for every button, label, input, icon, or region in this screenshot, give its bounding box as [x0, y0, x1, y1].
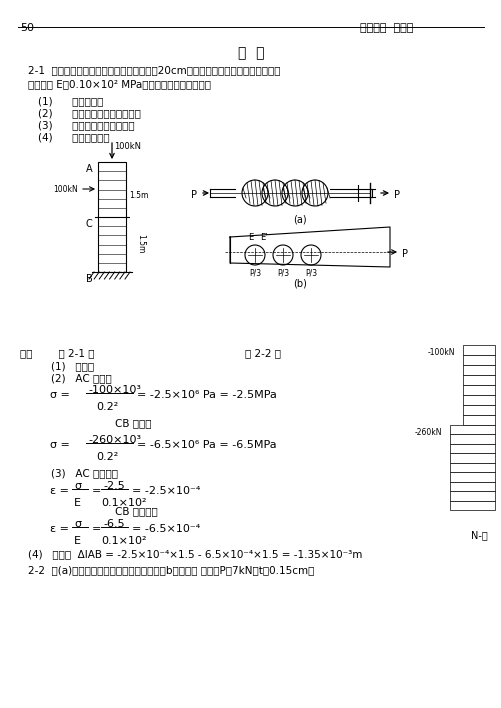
Bar [449, 491, 494, 501]
Text: E': E' [260, 233, 267, 242]
Text: 50: 50 [20, 23, 34, 33]
Text: 第十一章  能量法: 第十一章 能量法 [359, 23, 412, 33]
Text: 2-1  一木柱受力如图示，柱的横截面为边镵20cm的正方形，材料服从虎克定律，其: 2-1 一木柱受力如图示，柱的横截面为边镵20cm的正方形，材料服从虎克定律，其 [28, 65, 280, 75]
Text: CB 段线应变: CB 段线应变 [115, 506, 157, 516]
Text: E: E [247, 233, 253, 242]
Text: (2)      各段柱横截面上的应力；: (2) 各段柱横截面上的应力； [38, 108, 141, 118]
Text: B: B [86, 274, 93, 284]
Text: ε =: ε = [50, 486, 69, 496]
Text: 0.1×10²: 0.1×10² [101, 536, 146, 546]
Bar [98, 162, 126, 272]
Text: C: C [86, 219, 93, 229]
Text: 1.5m: 1.5m [129, 191, 148, 200]
Bar [462, 415, 494, 425]
Text: (2)   AC 段应力: (2) AC 段应力 [38, 373, 112, 383]
Text: E: E [74, 536, 81, 546]
Bar [449, 425, 494, 435]
Bar [449, 435, 494, 444]
Text: (3)      各段柱的纵向线应变；: (3) 各段柱的纵向线应变； [38, 120, 134, 130]
Text: E: E [74, 498, 81, 508]
Text: =: = [92, 486, 101, 496]
Text: P/3: P/3 [277, 269, 289, 278]
Text: 1.5m: 1.5m [136, 234, 145, 253]
Text: 2-2  图(a)所示螺栓件，板的受力情况如图（b）所示． 已知：P＝7kN，t＝0.15cm，: 2-2 图(a)所示螺栓件，板的受力情况如图（b）所示． 已知：P＝7kN，t＝… [28, 565, 314, 575]
Text: 习  题: 习 题 [237, 46, 264, 60]
Bar [462, 395, 494, 405]
Text: N-图: N-图 [470, 530, 486, 540]
Text: -100×10³: -100×10³ [88, 385, 141, 395]
Text: 弹性模量 E＝0.10×10² MPa．如不计柱自重，试求：: 弹性模量 E＝0.10×10² MPa．如不计柱自重，试求： [28, 79, 210, 89]
Text: = -2.5×10⁻⁴: = -2.5×10⁻⁴ [132, 486, 200, 496]
Text: 0.1×10²: 0.1×10² [101, 498, 146, 508]
Bar [462, 375, 494, 385]
Text: (1)   轴力图: (1) 轴力图 [38, 361, 94, 371]
Text: 0.2²: 0.2² [96, 452, 118, 462]
Text: = -6.5×10⁶ Pa = -6.5MPa: = -6.5×10⁶ Pa = -6.5MPa [137, 440, 276, 450]
Text: 100kN: 100kN [53, 185, 78, 194]
Bar [462, 405, 494, 415]
Text: ε =: ε = [50, 524, 69, 534]
Text: (1)      作轴力图；: (1) 作轴力图； [38, 96, 103, 106]
Bar [462, 345, 494, 355]
Text: 100kN: 100kN [114, 142, 141, 151]
Bar [449, 472, 494, 481]
Bar [449, 481, 494, 491]
Text: -260kN: -260kN [414, 428, 441, 437]
Text: -100kN: -100kN [427, 348, 454, 357]
Text: P: P [401, 249, 407, 259]
Text: 题 2-2 图: 题 2-2 图 [244, 348, 281, 358]
Text: P: P [190, 190, 196, 200]
Text: -6.5: -6.5 [103, 519, 124, 529]
Bar [462, 385, 494, 395]
Text: (a): (a) [293, 215, 306, 225]
Bar [449, 453, 494, 463]
Text: σ =: σ = [50, 440, 70, 450]
Bar [462, 365, 494, 375]
Text: -260×10³: -260×10³ [88, 435, 141, 445]
Text: σ: σ [74, 481, 81, 491]
Text: P: P [393, 190, 399, 200]
Text: (4)      柱的总变形．: (4) 柱的总变形． [38, 132, 109, 142]
Bar [449, 444, 494, 453]
Bar [462, 355, 494, 365]
Text: 0.2²: 0.2² [96, 402, 118, 412]
Bar [449, 463, 494, 472]
Text: (4)   总变形  ΔlAB = -2.5×10⁻⁴×1.5 - 6.5×10⁻⁴×1.5 = -1.35×10⁻³m: (4) 总变形 ΔlAB = -2.5×10⁻⁴×1.5 - 6.5×10⁻⁴×… [28, 549, 362, 559]
Text: -2.5: -2.5 [103, 481, 125, 491]
Text: (b): (b) [293, 278, 306, 288]
Text: (3)   AC 段线应变: (3) AC 段线应变 [38, 468, 118, 478]
Text: 解：        题 2-1 图: 解： 题 2-1 图 [20, 348, 94, 358]
Text: =: = [92, 524, 101, 534]
Text: P/3: P/3 [248, 269, 261, 278]
Text: σ: σ [74, 519, 81, 529]
Text: = -2.5×10⁶ Pa = -2.5MPa: = -2.5×10⁶ Pa = -2.5MPa [137, 390, 277, 400]
Text: CB 段应力: CB 段应力 [115, 418, 151, 428]
Text: σ =: σ = [50, 390, 70, 400]
Text: = -6.5×10⁻⁴: = -6.5×10⁻⁴ [132, 524, 200, 534]
Text: P/3: P/3 [305, 269, 317, 278]
Text: A: A [86, 164, 93, 174]
Bar [449, 501, 494, 510]
